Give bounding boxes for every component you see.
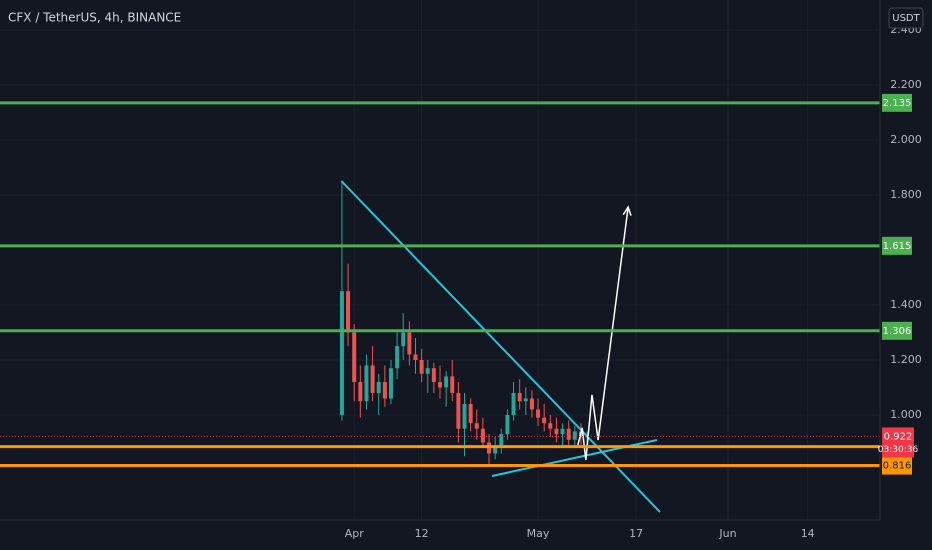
candle-body xyxy=(548,423,553,429)
y-tick-label: 1.800 xyxy=(890,188,922,201)
candle-body xyxy=(382,381,387,399)
candle-body xyxy=(542,417,547,424)
level-label-box xyxy=(882,456,912,475)
candle-body xyxy=(566,428,571,440)
candle-body xyxy=(456,392,461,429)
level-label: 1.615 xyxy=(883,241,912,252)
candle-body xyxy=(425,368,430,374)
candle-body xyxy=(572,431,577,440)
candle-body xyxy=(419,359,424,374)
candle-body xyxy=(474,423,479,429)
countdown-label: 03:30:36 xyxy=(878,445,919,455)
candle-body xyxy=(560,428,565,435)
level-label-box xyxy=(882,93,912,112)
level-label: 1.306 xyxy=(883,326,912,337)
candle-body xyxy=(511,392,516,415)
currency-button[interactable] xyxy=(888,7,924,29)
x-tick-label: 12 xyxy=(415,527,429,540)
x-tick-label: 14 xyxy=(801,527,815,540)
candle-body xyxy=(358,381,363,402)
x-tick-label: 17 xyxy=(629,527,643,540)
candle-body xyxy=(339,291,344,415)
y-tick-label: 1.000 xyxy=(890,408,922,421)
candle-body xyxy=(431,368,436,382)
candle-body xyxy=(407,332,412,355)
current-price-label: 0.922 xyxy=(884,431,913,442)
candle-body xyxy=(480,428,485,443)
level-label-box xyxy=(882,236,912,255)
candle-body xyxy=(413,354,418,360)
candle-body xyxy=(529,398,534,410)
candle-body xyxy=(450,376,455,393)
arrow-head xyxy=(622,205,632,216)
level-label: 2.135 xyxy=(883,98,912,109)
y-tick-label: 2.200 xyxy=(890,78,922,91)
candle-body xyxy=(499,434,504,448)
trendline xyxy=(340,180,661,513)
level-label: 0.816 xyxy=(883,461,912,472)
y-tick-label: 1.200 xyxy=(890,353,922,366)
candle-body xyxy=(493,447,498,454)
y-tick-label: 1.400 xyxy=(890,298,922,311)
candle-body xyxy=(505,414,510,435)
x-tick-label: Apr xyxy=(345,527,365,540)
candle-body xyxy=(468,403,473,424)
candle-body xyxy=(554,428,559,435)
level-label-box xyxy=(882,321,912,340)
candle-body xyxy=(523,398,528,402)
x-tick-label: Jun xyxy=(718,527,736,540)
candle-body xyxy=(388,368,393,399)
currency-label[interactable]: USDT xyxy=(892,13,920,24)
y-tick-label: 2.000 xyxy=(890,133,922,146)
candle-body xyxy=(401,332,406,347)
candle-body xyxy=(517,392,522,402)
candle-body xyxy=(536,409,541,418)
candle-body xyxy=(370,365,375,393)
chart-title: CFX / TetherUS, 4h, BINANCE xyxy=(8,11,181,25)
candle-body xyxy=(462,403,467,429)
candle-body xyxy=(352,332,357,382)
candle-body xyxy=(364,365,369,402)
current-price-box xyxy=(882,427,914,458)
candle-body xyxy=(376,381,381,393)
candle-body xyxy=(444,376,449,388)
x-tick-label: May xyxy=(527,527,550,540)
candle-body xyxy=(395,346,400,369)
candle-body xyxy=(438,381,442,388)
candle-body xyxy=(346,291,351,333)
projection-path xyxy=(577,206,629,461)
